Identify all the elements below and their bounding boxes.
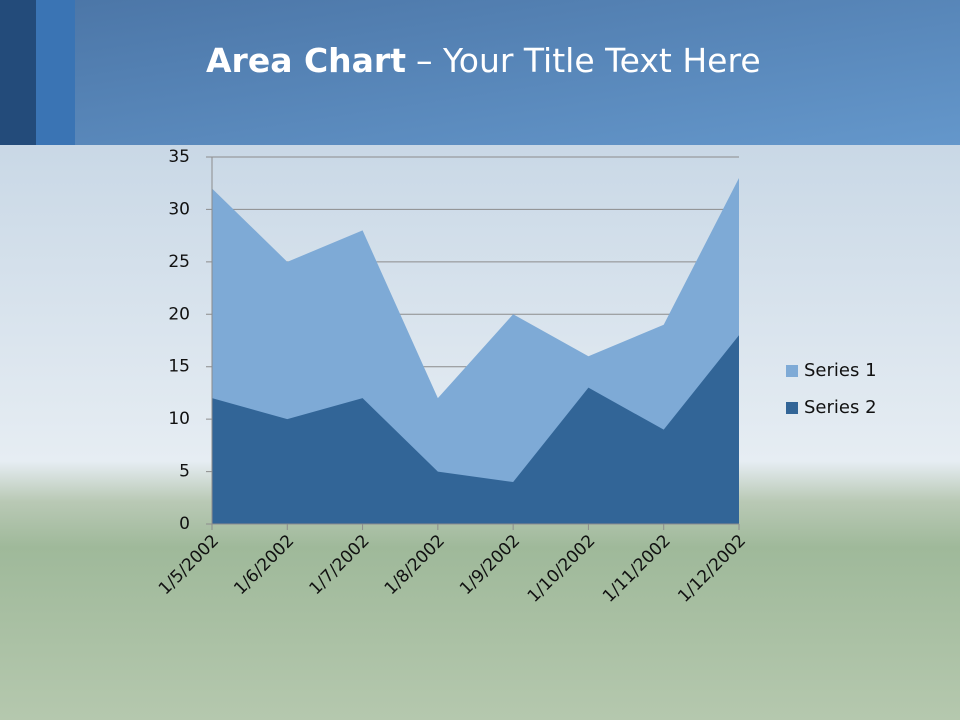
- legend-label: Series 2: [804, 397, 877, 418]
- y-tick-label: 15: [168, 357, 190, 377]
- title-banner: [0, 0, 960, 145]
- area: [212, 335, 739, 524]
- y-tick-label: 10: [168, 409, 190, 429]
- slide-title: Area Chart – Your Title Text Here: [206, 41, 761, 80]
- legend-swatch: [786, 402, 798, 414]
- y-tick-label: 30: [168, 199, 190, 219]
- y-tick-label: 20: [168, 304, 190, 324]
- banner-accent: [36, 0, 75, 145]
- banner-accent: [0, 0, 36, 145]
- y-tick-label: 0: [179, 514, 190, 534]
- title-bold: Area Chart: [206, 41, 406, 80]
- title-rest: – Your Title Text Here: [416, 41, 761, 80]
- legend-label: Series 1: [804, 360, 877, 381]
- y-tick-label: 5: [179, 462, 190, 482]
- y-tick-label: 25: [168, 252, 190, 272]
- legend-swatch: [786, 365, 798, 377]
- y-tick-label: 35: [168, 147, 190, 167]
